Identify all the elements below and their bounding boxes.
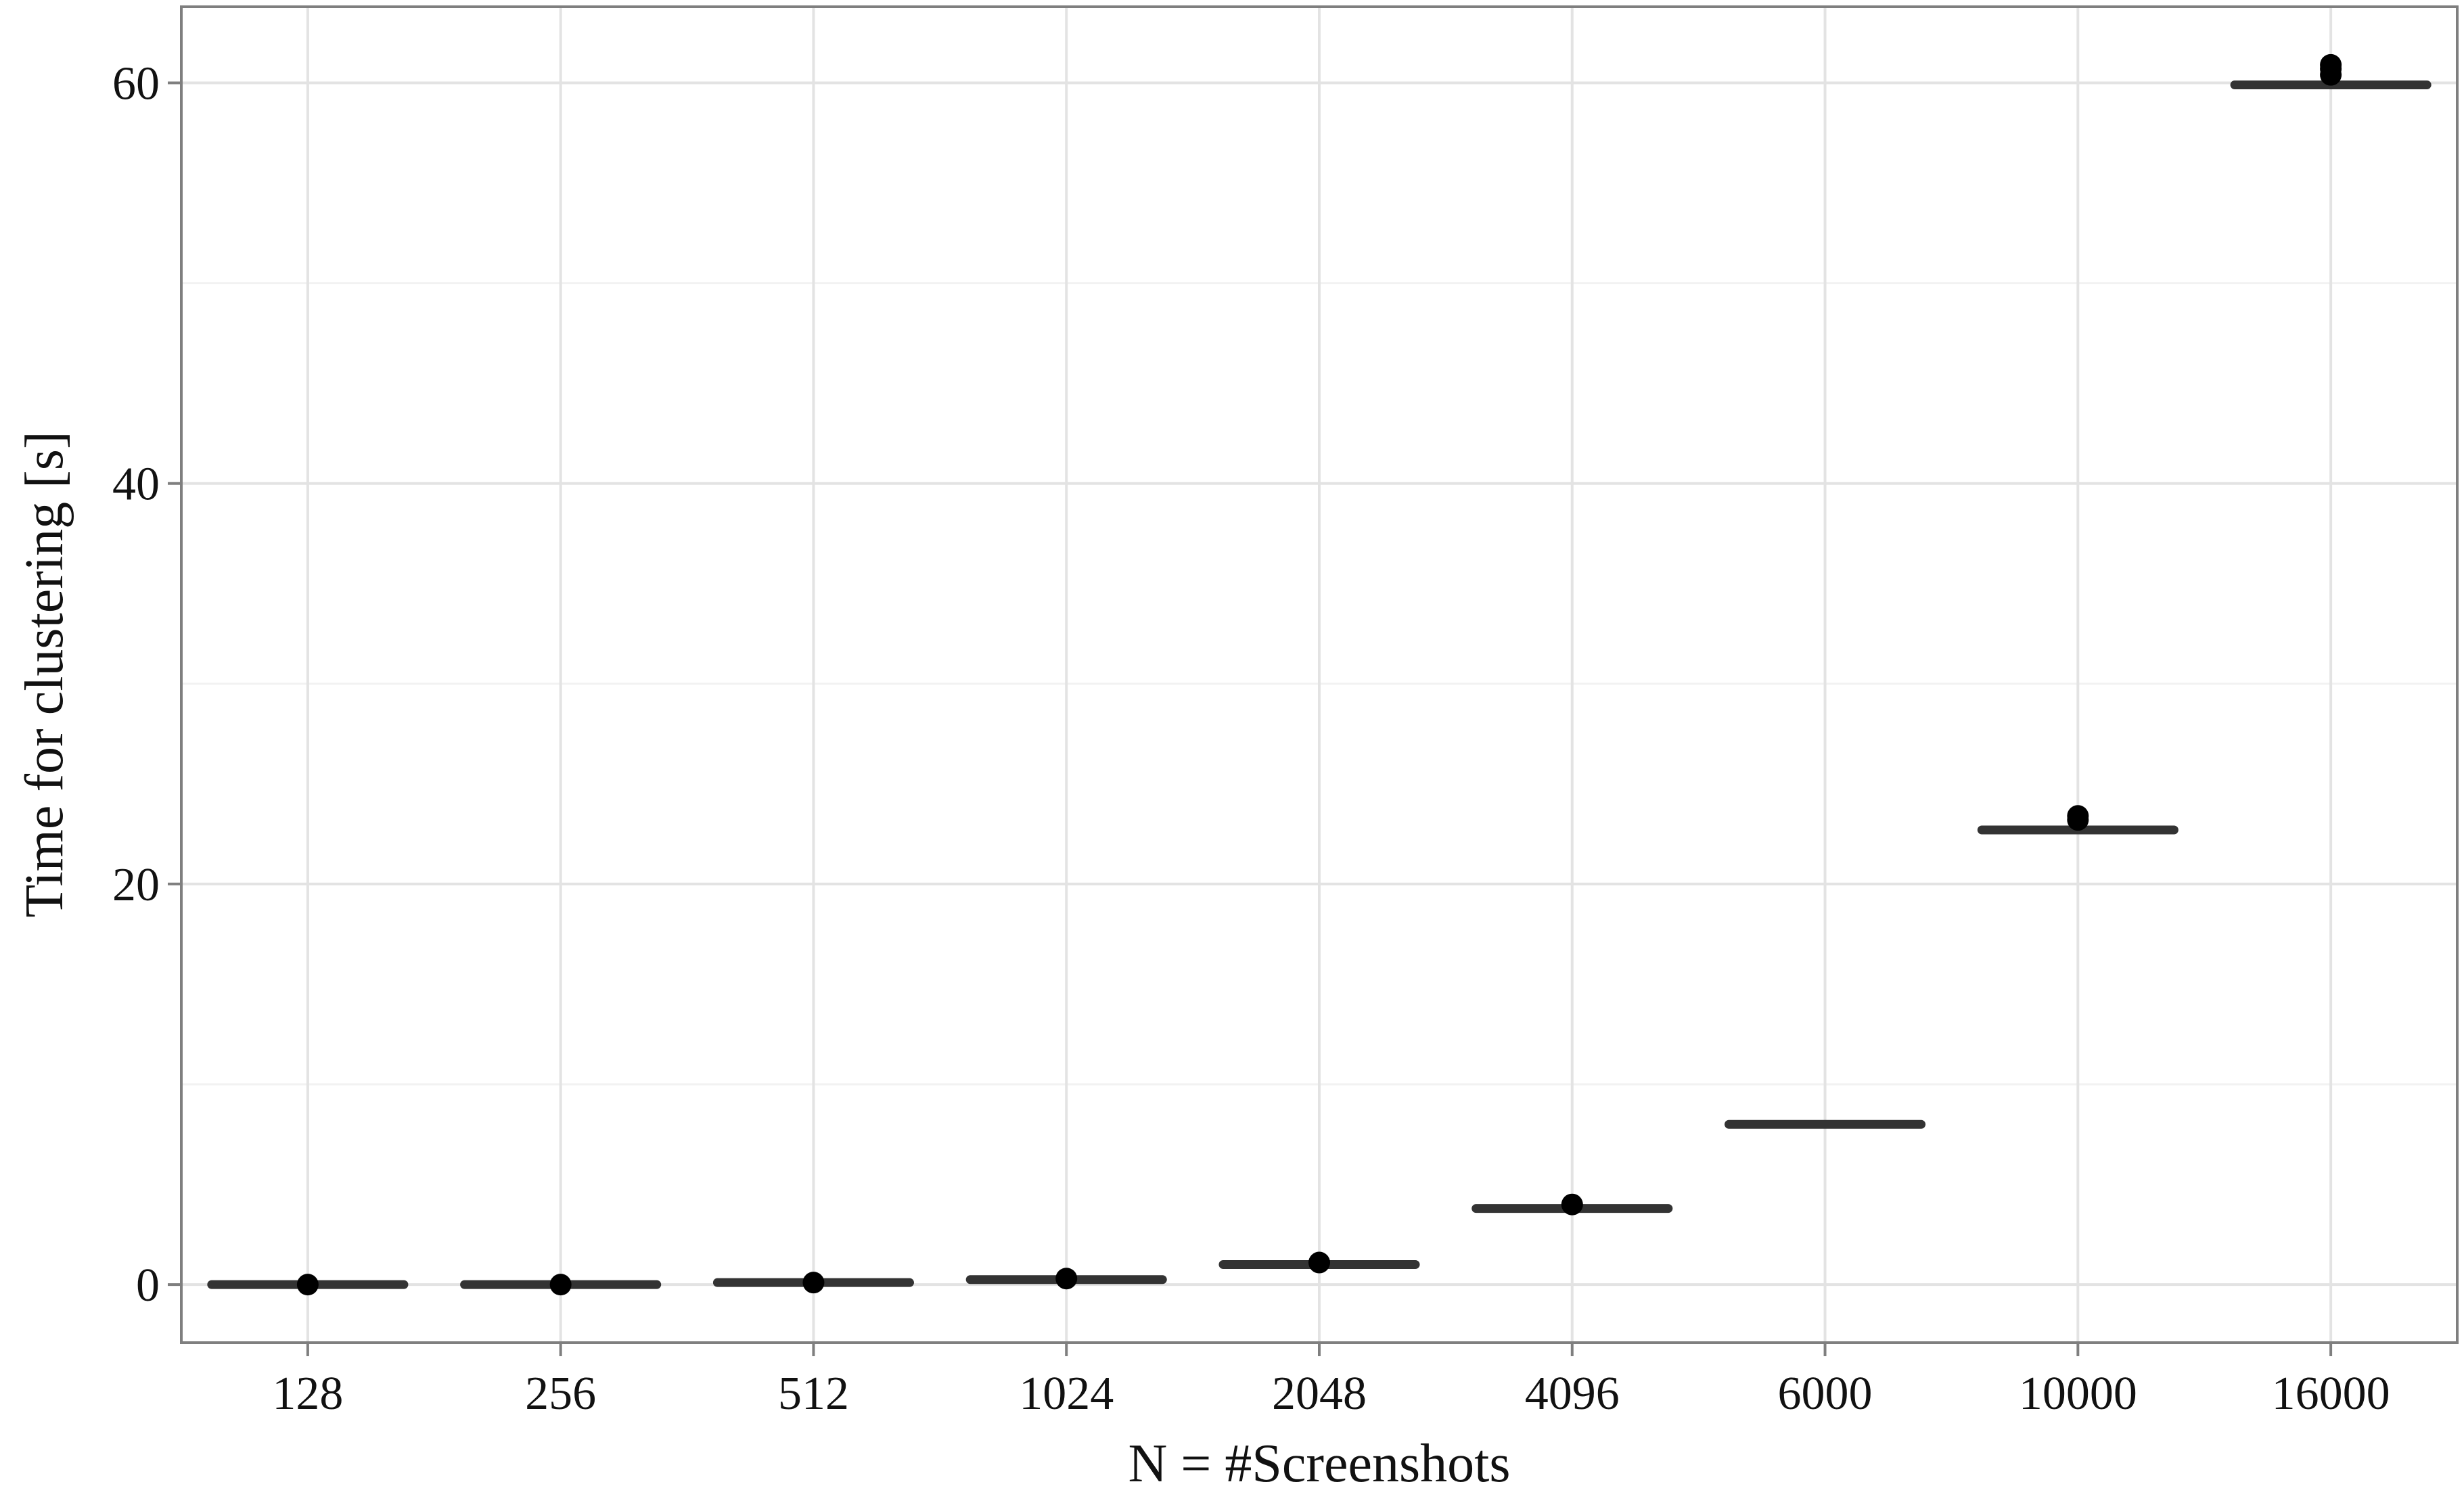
x-tick-label: 6000	[1778, 1368, 1873, 1420]
x-tick-label: 10000	[2019, 1368, 2137, 1420]
outlier-point	[2320, 53, 2342, 76]
y-tick-label: 40	[112, 459, 160, 511]
x-axis-title: N = #Screenshots	[1128, 1434, 1510, 1494]
y-tick-label: 20	[112, 859, 160, 911]
x-tick-label: 512	[778, 1368, 849, 1420]
y-tick-label: 0	[136, 1259, 160, 1312]
y-axis: 0 20 40 60	[112, 58, 181, 1312]
box-series	[207, 53, 2432, 1296]
x-tick-label: 2048	[1272, 1368, 1367, 1420]
outlier-point	[1561, 1193, 1583, 1215]
x-axis: 128 256 512 1024 2048 4096 6000 10000 16000	[272, 1343, 2390, 1420]
x-tick-label: 16000	[2272, 1368, 2390, 1420]
outlier-point	[296, 1274, 319, 1296]
outlier-point	[1055, 1268, 1078, 1290]
outlier-point	[1308, 1251, 1330, 1274]
x-tick-label: 1024	[1019, 1368, 1114, 1420]
x-tick-label: 128	[272, 1368, 343, 1420]
y-axis-title: Time for clustering [s]	[15, 431, 74, 917]
y-tick-label: 60	[112, 58, 160, 110]
outlier-point	[802, 1272, 825, 1294]
x-tick-label: 256	[525, 1368, 596, 1420]
outlier-point	[549, 1274, 572, 1296]
x-tick-label: 4096	[1525, 1368, 1620, 1420]
outlier-point	[2067, 805, 2089, 827]
major-gridlines	[181, 7, 2457, 1343]
